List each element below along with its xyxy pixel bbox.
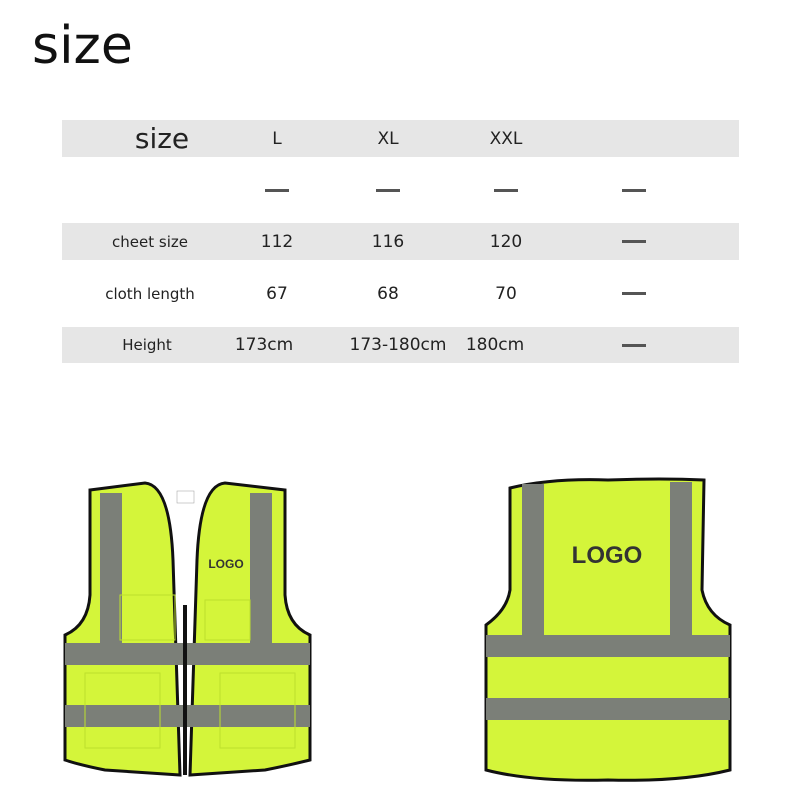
table-header-row: size L XL XXL [62, 120, 739, 157]
front-vest-image: LOGO [63, 481, 312, 777]
back-logo: LOGO [572, 542, 643, 569]
cell-value: 112 [260, 231, 294, 252]
table-row: cheet size 112 116 120 [62, 223, 739, 260]
cell-value: 67 [266, 283, 288, 304]
page-title: size [32, 16, 133, 76]
size-table: size L XL XXL cheet size 112 116 120 clo… [62, 120, 739, 363]
cell-value: 173-180cm [349, 335, 447, 355]
cell-value: 180cm [465, 335, 525, 355]
header-col: XXL [489, 128, 523, 149]
row-label: Height [122, 336, 172, 354]
dash-cell [265, 157, 289, 223]
cell-value: 70 [495, 283, 517, 304]
cell-value: 173cm [234, 335, 294, 355]
row-label: cloth length [105, 284, 195, 303]
cell-value: 68 [377, 283, 399, 304]
header-col: L [272, 128, 282, 149]
cell-value: 120 [489, 231, 523, 252]
front-logo: LOGO [208, 557, 243, 571]
dash-cell [622, 157, 646, 223]
dash-cell [376, 157, 400, 223]
table-row [62, 157, 739, 223]
row-label: cheet size [112, 232, 188, 251]
table-row: cloth length 67 68 70 [62, 260, 739, 327]
dash-cell [622, 327, 646, 363]
table-row: Height 173cm 173-180cm 180cm [62, 327, 739, 363]
dash-cell [622, 260, 646, 327]
header-col: XL [377, 128, 399, 149]
dash-cell [494, 157, 518, 223]
dash-cell [622, 223, 646, 260]
header-label: size [134, 122, 190, 155]
cell-value: 116 [371, 231, 405, 252]
back-vest-image: LOGO [484, 477, 732, 782]
